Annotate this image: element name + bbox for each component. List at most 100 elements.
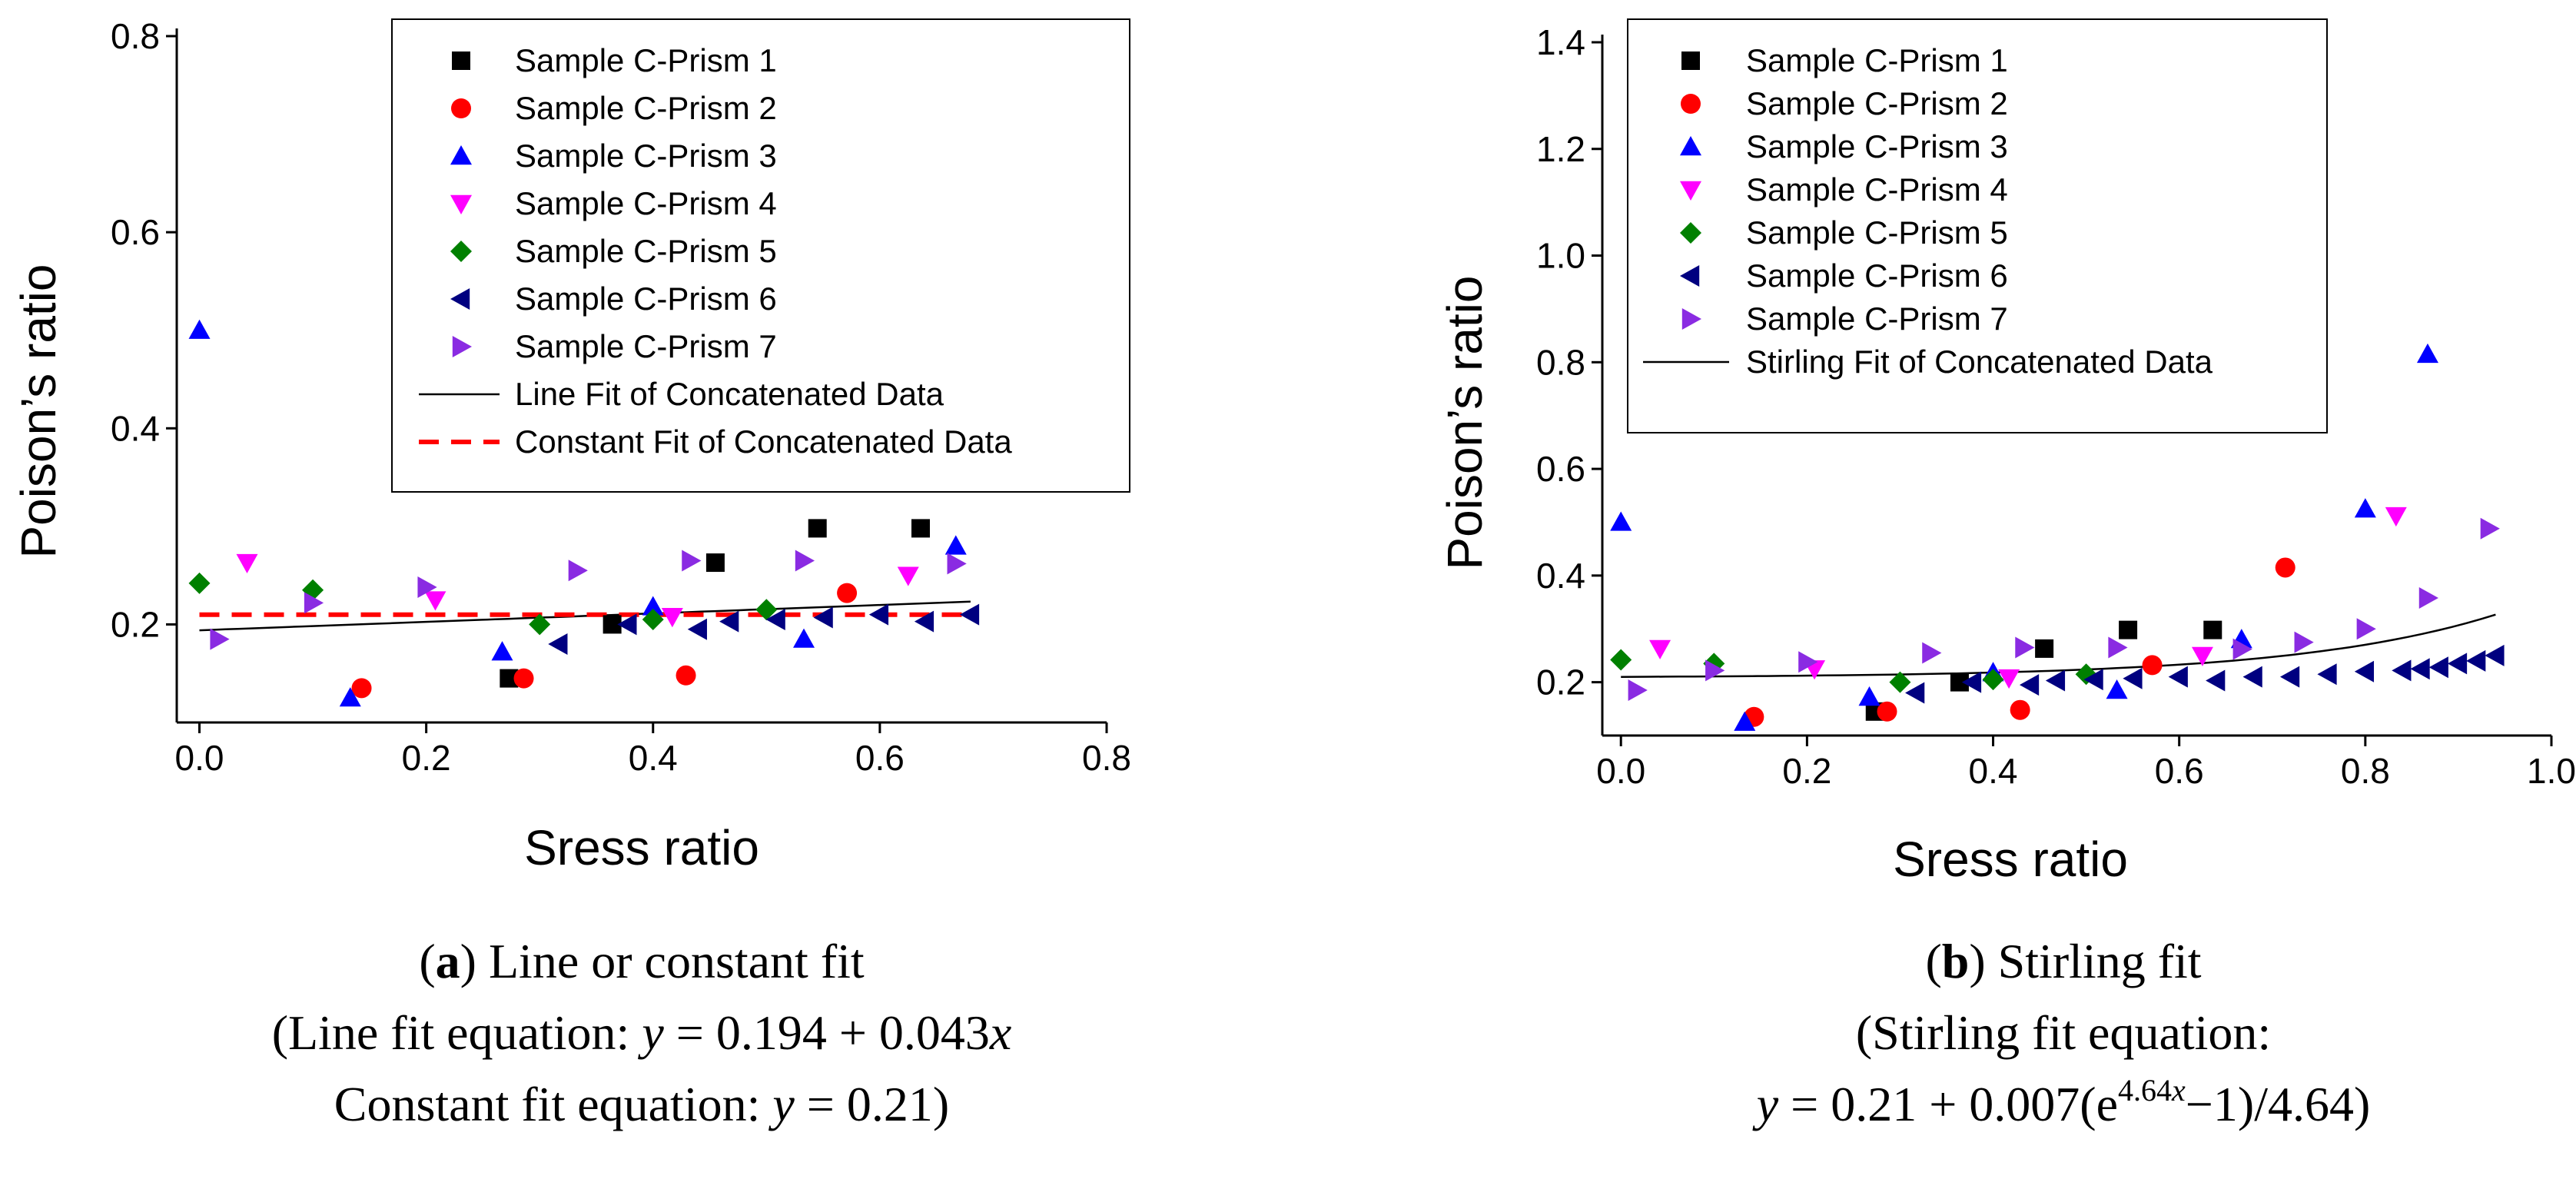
y-tick-label: 0.6 [111, 212, 160, 252]
data-point-series-3 [1858, 686, 1881, 706]
data-point-series-4 [1998, 669, 2020, 689]
data-point-series-5 [188, 572, 211, 594]
y-tick-label: 1.0 [1536, 236, 1585, 276]
caption-a-line2-eq: = 0.194 + 0.043 [664, 1005, 990, 1060]
data-point-series-2 [2010, 699, 2030, 720]
data-point-series-7 [2015, 636, 2035, 659]
data-point-series-1 [2035, 639, 2054, 658]
y-tick-label: 0.2 [111, 604, 160, 644]
legend-marker-6 [1680, 265, 1700, 287]
legend-label: Sample C-Prism 7 [515, 328, 777, 364]
data-point-series-7 [304, 592, 324, 614]
legend-marker-7 [452, 336, 472, 357]
stirling-fit-curve [1621, 613, 2496, 678]
y-tick-label: 0.8 [111, 16, 160, 56]
legend-label: Sample C-Prism 5 [1746, 214, 2008, 251]
data-point-series-3 [2416, 343, 2438, 364]
data-point-series-2 [513, 668, 534, 689]
y-tick-label: 0.8 [1536, 342, 1585, 382]
data-point-series-6 [687, 618, 707, 640]
data-point-series-6 [765, 609, 785, 631]
data-point-series-6 [2168, 666, 2188, 688]
x-tick-label: 0.0 [1596, 751, 1645, 791]
caption-a-label: a [436, 934, 460, 988]
legend-marker-4 [450, 194, 472, 214]
data-point-series-6 [813, 606, 833, 629]
data-point-series-7 [1705, 659, 1725, 682]
caption-a-title: Line or constant fit [476, 934, 865, 988]
caption-b-title-line: (b) Stirling fit [1925, 934, 2201, 988]
data-point-series-2 [1877, 701, 1897, 722]
legend-label: Sample C-Prism 6 [1746, 257, 2008, 294]
x-tick-label: 0.6 [855, 738, 905, 778]
x-tick-label: 0.2 [402, 738, 451, 778]
data-point-series-7 [2232, 638, 2252, 660]
caption-b-title: Stirling fit [1986, 934, 2202, 988]
caption-a-var-x: x [989, 1005, 1011, 1060]
x-tick-label: 0.0 [175, 738, 224, 778]
legend-marker-2 [1681, 94, 1701, 114]
y-tick-label: 1.2 [1536, 129, 1585, 169]
panel-b-ylabel: Poison’s ratio [1437, 275, 1492, 570]
legend-label: Sample C-Prism 6 [515, 281, 777, 317]
data-point-series-6 [2392, 659, 2412, 682]
caption-a-title-line: (a) Line or constant fit [419, 934, 865, 988]
legend-marker-1 [452, 51, 470, 70]
data-point-series-7 [947, 553, 967, 575]
legend-label: Sample C-Prism 4 [515, 185, 777, 221]
legend-label: Sample C-Prism 5 [515, 233, 777, 269]
y-tick-label: 0.2 [1536, 663, 1585, 702]
data-point-series-1 [2119, 620, 2138, 639]
data-point-series-2 [351, 678, 372, 699]
caption-a-line3-prefix: Constant fit equation: [334, 1077, 773, 1131]
data-point-series-6 [719, 610, 739, 633]
y-tick-label: 0.4 [111, 408, 160, 448]
x-tick-label: 0.8 [1082, 738, 1131, 778]
data-point-series-7 [417, 576, 437, 598]
caption-b: (b) Stirling fit (Stirling fit equation:… [1752, 934, 2371, 1131]
x-tick-label: 1.0 [2527, 751, 2576, 791]
legend-marker-4 [1680, 181, 1701, 201]
data-point-series-7 [2418, 586, 2438, 609]
data-point-series-6 [2317, 663, 2337, 686]
caption-b-var-y: y [1752, 1077, 1779, 1131]
panel-b: Sress ratio Poison’s ratio 0.0 0.2 0.4 0.6 0… [1437, 18, 2576, 887]
data-point-series-5 [529, 613, 551, 636]
data-point-series-7 [682, 550, 702, 572]
data-point-series-3 [944, 535, 967, 555]
data-point-series-4 [236, 553, 258, 574]
caption-b-line3-eq: = 0.21 + 0.007(e [1778, 1077, 2118, 1131]
legend-label: Sample C-Prism 2 [515, 90, 777, 126]
caption-a-var-y2: y [768, 1077, 795, 1131]
data-point-series-5 [1610, 649, 1632, 671]
data-point-series-6 [868, 603, 889, 626]
data-point-series-3 [2354, 498, 2376, 518]
data-point-series-7 [210, 628, 230, 650]
data-point-series-3 [642, 596, 664, 616]
data-point-series-3 [188, 319, 211, 339]
data-point-series-3 [793, 628, 815, 648]
legend-marker-7 [1681, 308, 1701, 330]
caption-a-line2-prefix: (Line fit equation: [272, 1005, 642, 1060]
caption-a-line-fit: (Line fit equation: y = 0.194 + 0.043x [272, 1005, 1012, 1060]
data-point-series-6 [1961, 671, 1982, 693]
data-point-series-1 [808, 519, 827, 538]
data-point-series-5 [1889, 671, 1911, 693]
data-point-series-6 [2428, 656, 2448, 679]
panel-a-xlabel: Sress ratio [524, 820, 759, 875]
data-point-series-6 [2354, 660, 2375, 682]
data-point-series-4 [424, 591, 446, 611]
caption-b-exponent-var: x [2171, 1073, 2186, 1108]
data-point-series-3 [339, 687, 361, 707]
data-point-series-6 [2279, 666, 2300, 688]
data-point-series-1 [2203, 620, 2222, 639]
y-tick-label: 1.4 [1536, 22, 1585, 62]
data-point-series-3 [1610, 511, 1632, 531]
data-point-series-5 [642, 609, 664, 631]
data-point-series-6 [2466, 649, 2486, 672]
data-point-series-3 [2106, 679, 2128, 699]
legend-marker-5 [1680, 222, 1701, 244]
data-point-series-4 [2385, 506, 2407, 527]
data-point-series-5 [755, 599, 778, 621]
legend-marker-5 [450, 241, 472, 262]
